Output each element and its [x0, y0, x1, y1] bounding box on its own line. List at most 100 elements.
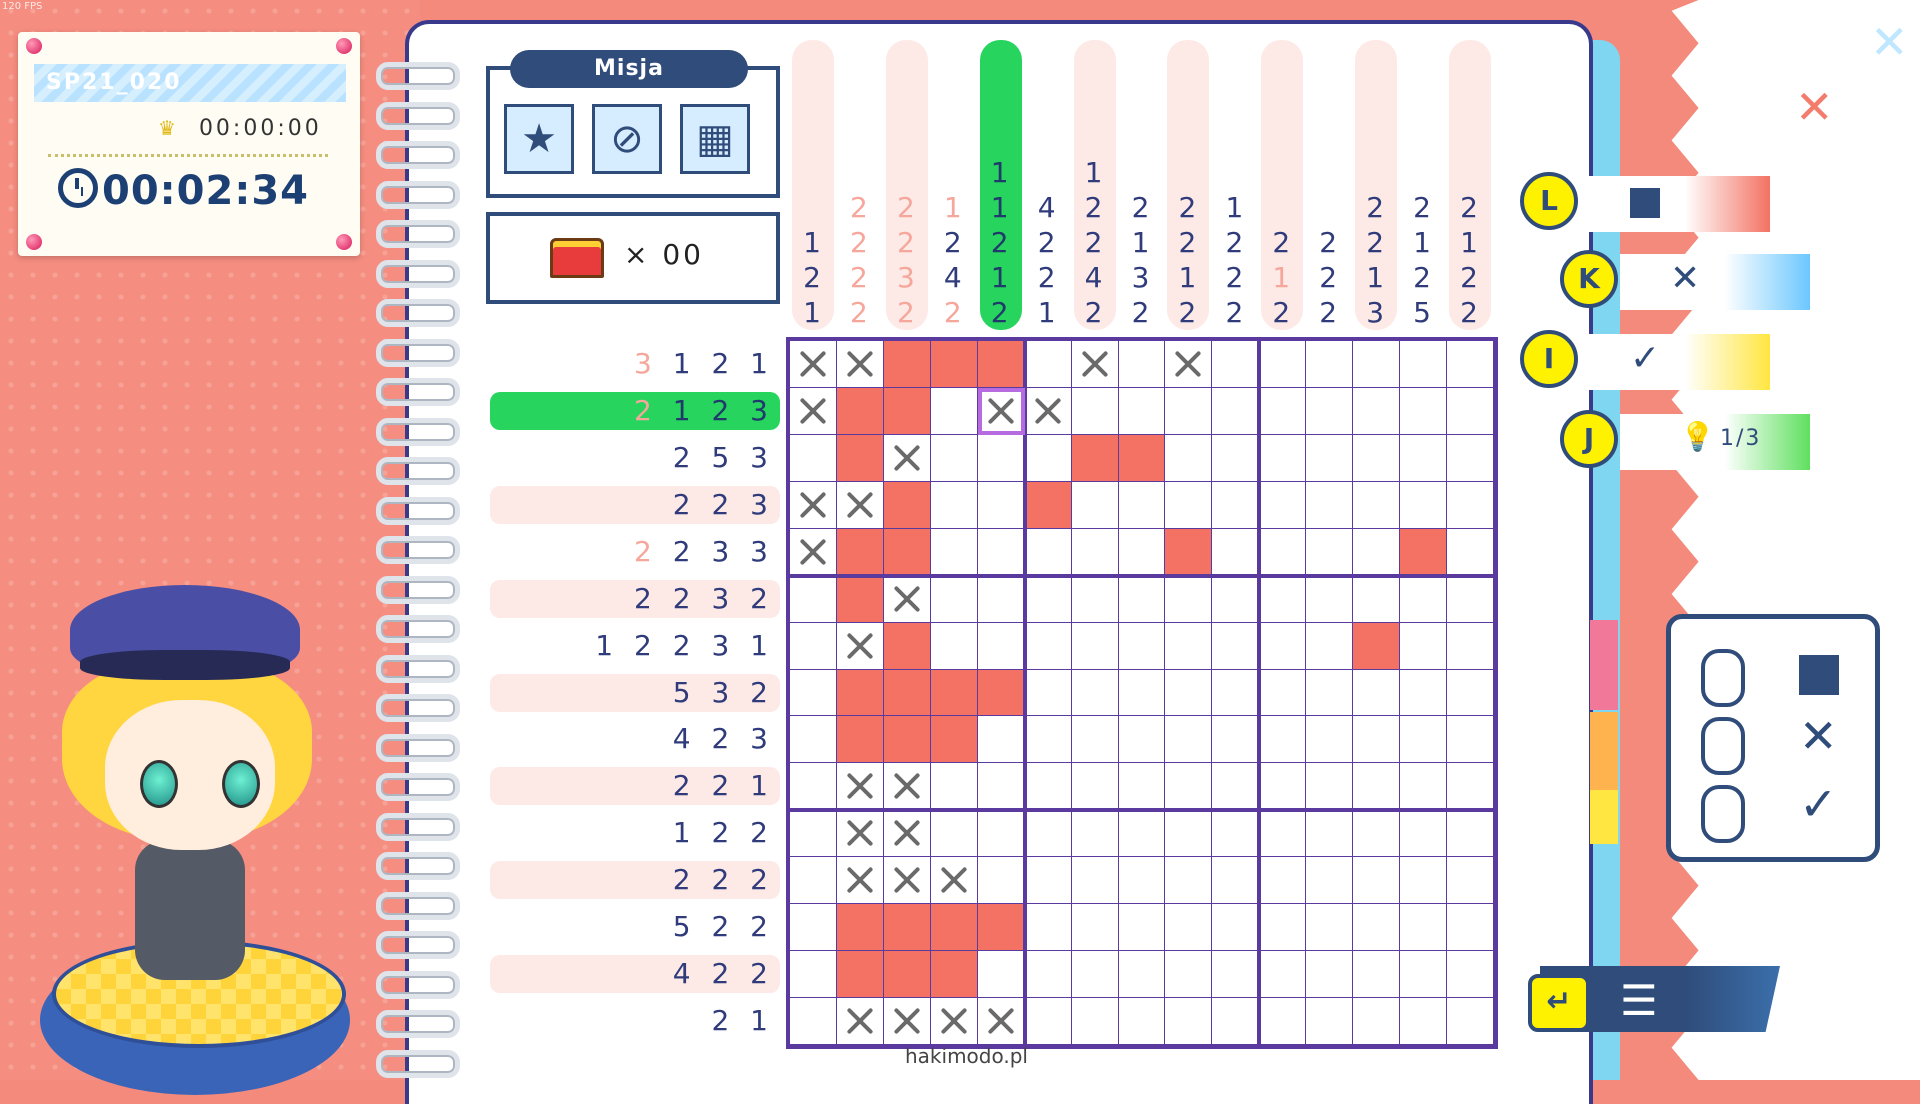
empty-cell[interactable] [1400, 387, 1447, 435]
empty-cell[interactable] [1306, 341, 1354, 388]
empty-cell[interactable] [1071, 669, 1119, 717]
empty-cell[interactable] [1071, 622, 1119, 670]
empty-cell[interactable] [1400, 810, 1447, 858]
empty-cell[interactable] [790, 951, 837, 998]
empty-cell[interactable] [1353, 434, 1401, 482]
empty-cell[interactable] [1165, 857, 1213, 905]
empty-cell[interactable] [1212, 387, 1260, 435]
empty-cell[interactable] [1118, 575, 1166, 623]
empty-cell[interactable] [1212, 622, 1260, 670]
empty-cell[interactable] [1024, 857, 1072, 905]
empty-cell[interactable] [1447, 434, 1494, 482]
empty-cell[interactable] [1024, 669, 1072, 717]
crossed-cell[interactable] [836, 481, 884, 529]
empty-cell[interactable] [977, 575, 1025, 623]
empty-cell[interactable] [1259, 481, 1307, 529]
empty-cell[interactable] [1165, 763, 1213, 811]
empty-cell[interactable] [1306, 575, 1354, 623]
crossed-cell[interactable] [790, 341, 837, 388]
empty-cell[interactable] [1165, 434, 1213, 482]
empty-cell[interactable] [1353, 810, 1401, 858]
empty-cell[interactable] [1071, 857, 1119, 905]
empty-cell[interactable] [1212, 857, 1260, 905]
crossed-cell[interactable] [836, 622, 884, 670]
empty-cell[interactable] [1212, 575, 1260, 623]
empty-cell[interactable] [1212, 341, 1260, 388]
empty-cell[interactable] [1259, 716, 1307, 764]
empty-cell[interactable] [1353, 387, 1401, 435]
empty-cell[interactable] [1024, 341, 1072, 388]
empty-cell[interactable] [1353, 951, 1401, 998]
empty-cell[interactable] [1212, 528, 1260, 576]
empty-cell[interactable] [1212, 481, 1260, 529]
empty-cell[interactable] [1165, 575, 1213, 623]
empty-cell[interactable] [1118, 481, 1166, 529]
empty-cell[interactable] [930, 434, 978, 482]
empty-cell[interactable] [1447, 951, 1494, 998]
filled-cell[interactable] [930, 951, 978, 998]
empty-cell[interactable] [1071, 528, 1119, 576]
filled-cell[interactable] [883, 951, 931, 998]
empty-cell[interactable] [1212, 904, 1260, 952]
empty-cell[interactable] [1118, 763, 1166, 811]
control-hint[interactable]: J 💡 1/3 [1560, 410, 1810, 470]
empty-cell[interactable] [1447, 998, 1494, 1045]
empty-cell[interactable] [1071, 763, 1119, 811]
empty-cell[interactable] [1071, 481, 1119, 529]
empty-cell[interactable] [1212, 669, 1260, 717]
empty-cell[interactable] [1259, 341, 1307, 388]
empty-cell[interactable] [1400, 622, 1447, 670]
empty-cell[interactable] [1447, 716, 1494, 764]
crossed-cell[interactable] [1071, 341, 1119, 388]
filled-cell[interactable] [1353, 622, 1401, 670]
empty-cell[interactable] [1447, 387, 1494, 435]
empty-cell[interactable] [1165, 669, 1213, 717]
crossed-cell[interactable] [883, 810, 931, 858]
empty-cell[interactable] [1306, 434, 1354, 482]
empty-cell[interactable] [1447, 763, 1494, 811]
empty-cell[interactable] [1212, 763, 1260, 811]
empty-cell[interactable] [930, 575, 978, 623]
empty-cell[interactable] [977, 622, 1025, 670]
empty-cell[interactable] [1118, 341, 1166, 388]
empty-cell[interactable] [1353, 716, 1401, 764]
crossed-cell[interactable] [883, 434, 931, 482]
empty-cell[interactable] [1024, 904, 1072, 952]
empty-cell[interactable] [977, 857, 1025, 905]
empty-cell[interactable] [1165, 998, 1213, 1045]
filled-cell[interactable] [836, 951, 884, 998]
empty-cell[interactable] [1306, 810, 1354, 858]
empty-cell[interactable] [1259, 387, 1307, 435]
empty-cell[interactable] [1447, 528, 1494, 576]
empty-cell[interactable] [1306, 951, 1354, 998]
empty-cell[interactable] [977, 716, 1025, 764]
empty-cell[interactable] [1353, 341, 1401, 388]
crossed-cell[interactable] [836, 857, 884, 905]
filled-cell[interactable] [883, 904, 931, 952]
filled-cell[interactable] [930, 904, 978, 952]
filled-cell[interactable] [883, 716, 931, 764]
back-button[interactable]: ↵ [1528, 974, 1590, 1032]
empty-cell[interactable] [1400, 669, 1447, 717]
empty-cell[interactable] [1024, 622, 1072, 670]
empty-cell[interactable] [1259, 857, 1307, 905]
empty-cell[interactable] [1400, 857, 1447, 905]
empty-cell[interactable] [1447, 341, 1494, 388]
empty-cell[interactable] [1447, 669, 1494, 717]
empty-cell[interactable] [1306, 528, 1354, 576]
crossed-cell[interactable] [836, 341, 884, 388]
empty-cell[interactable] [1306, 998, 1354, 1045]
crossed-cell[interactable] [930, 998, 978, 1045]
crossed-cell[interactable] [883, 763, 931, 811]
empty-cell[interactable] [930, 763, 978, 811]
empty-cell[interactable] [1259, 810, 1307, 858]
filled-cell[interactable] [930, 669, 978, 717]
empty-cell[interactable] [930, 481, 978, 529]
empty-cell[interactable] [1071, 998, 1119, 1045]
empty-cell[interactable] [1353, 575, 1401, 623]
empty-cell[interactable] [1400, 434, 1447, 482]
empty-cell[interactable] [977, 951, 1025, 998]
crossed-cell[interactable] [836, 763, 884, 811]
empty-cell[interactable] [1118, 904, 1166, 952]
empty-cell[interactable] [977, 810, 1025, 858]
